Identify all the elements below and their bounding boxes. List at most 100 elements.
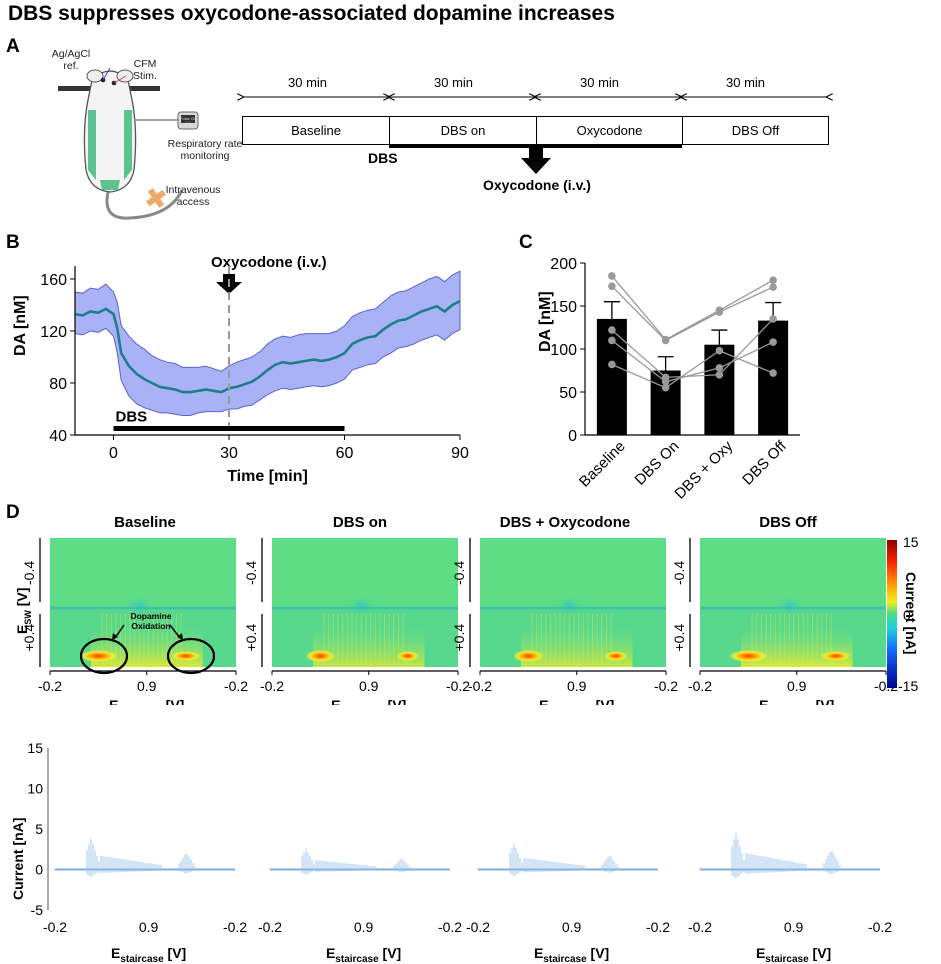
y-tick-label: 160 [40, 272, 67, 289]
y-tick-label: 40 [49, 428, 67, 445]
heatmap-upper [480, 538, 666, 608]
x-tick-label: 90 [451, 445, 469, 462]
phase-dbs-off: DBS Off [731, 123, 780, 138]
mouse-illustration [58, 67, 199, 220]
y-tick-label: -5 [31, 902, 44, 918]
duration-label-3: 30 min [580, 75, 620, 90]
x-axis-label: Time [min] [227, 468, 308, 485]
individual-point [715, 371, 724, 379]
dopamine-oxidation-annotation: Dopamine Oxidation [130, 611, 172, 631]
intravenous-access-label: Intravenous access [165, 184, 221, 208]
x-tick-label: -0.2 [43, 919, 67, 935]
individual-point [661, 377, 670, 386]
y-tick-label: +0.4 [671, 624, 687, 652]
bar-0 [596, 318, 627, 435]
x-tick-label: DBS + Oxy [671, 437, 736, 502]
individual-line [611, 318, 774, 379]
oxycodone-label-b: Oxycodone (i.v.) [211, 254, 327, 271]
mean-line [74, 299, 461, 394]
x-axis-label: Estaircase [V] [331, 697, 406, 705]
y-tick-label: 0 [568, 428, 577, 445]
panel-b-chart: 40 80 120 160 0 30 60 90 DBS Time [min] [40, 266, 469, 485]
x-tick-label: DBS Off [739, 437, 790, 488]
duration-label-4: 30 min [726, 75, 766, 90]
individual-line [611, 349, 774, 389]
heatmap-3: -0.4 +0.4 -0.2 0.9 -0.2 Estaircase [V] [451, 538, 678, 705]
oxidation-hotspot-2 [170, 651, 201, 661]
oxidation-hotspot-1 [512, 650, 545, 662]
y-tick-label: 50 [559, 385, 577, 402]
figure-title: DBS suppresses oxycodone-associated dopa… [8, 2, 615, 25]
individual-point [661, 383, 670, 392]
panel-letter-a: A [6, 36, 20, 57]
individual-point [608, 326, 616, 334]
x-tick-label: -0.2 [646, 919, 670, 935]
heatmap-row: -0.4 +0.4 -0.2 0.9 -0.2 Estaircase [V] -0.4 +0.… [21, 534, 919, 705]
heatmap-yellow-wash [312, 628, 425, 667]
x-tick-label: -0.2 [446, 678, 470, 694]
dbs-bar-label: DBS [116, 409, 148, 426]
individual-line [611, 339, 774, 383]
oxidation-hotspot-1 [728, 650, 769, 662]
x-tick-label: -0.2 [466, 919, 490, 935]
heatmap-upper [272, 538, 458, 608]
pulse-ox-device-label: Pulse Ox 110 [179, 116, 197, 126]
x-tick-label: 0.9 [784, 919, 804, 935]
oxidation-hotspot-2 [820, 651, 851, 661]
individual-point [715, 364, 724, 372]
individual-line [611, 285, 774, 342]
dbs-period-bar [389, 144, 682, 148]
annotation-arrowhead-2 [177, 633, 183, 640]
ref-electrode-label: Ag/AgCl ref. [51, 48, 91, 72]
y-tick-label: 100 [550, 342, 577, 359]
y-tick-label: 0 [35, 862, 43, 878]
timeline-duration-arrows [236, 86, 836, 110]
x-tick-label: -0.2 [224, 678, 248, 694]
x-axis-label: Estaircase [V] [756, 945, 831, 964]
oxidation-hotspot-2 [604, 651, 628, 661]
x-tick-label: DBS On [632, 438, 683, 489]
colorbar-label: Current [nA] [903, 572, 919, 655]
panel-letter-d: D [6, 502, 20, 523]
cfm-stim-label: CFM Stim. [133, 58, 157, 82]
y-tick-label: -0.4 [243, 561, 259, 585]
individual-point [715, 308, 724, 316]
x-tick-label: -0.2 [688, 919, 712, 935]
trace-1: -0.2 0.9 -0.2 Estaircase [V] [43, 838, 247, 964]
individual-point [661, 336, 670, 345]
x-tick-label: 0.9 [359, 678, 379, 694]
phase-baseline: Baseline [243, 117, 390, 144]
x-tick-label: 0 [109, 445, 118, 462]
x-tick-label: -0.2 [654, 678, 678, 694]
panel-b-ylabel: DA [nM] [12, 295, 29, 356]
x-axis-label: Estaircase [V] [539, 697, 614, 705]
colorbar-tick: 0 [903, 607, 911, 623]
y-tick-label: 80 [49, 376, 67, 393]
colorbar [887, 540, 897, 688]
x-axis-label: Estaircase [V] [326, 945, 401, 964]
heatmap-yellow-wash [520, 628, 633, 667]
trace-3: -0.2 0.9 -0.2 Estaircase [V] [466, 843, 670, 964]
x-tick-label: -0.2 [438, 919, 462, 935]
heatmap-title-4: DBS Off [759, 514, 817, 531]
heatmap-2: -0.4 +0.4 -0.2 0.9 -0.2 Estaircase [V] [243, 538, 470, 705]
y-tick-label: +0.4 [451, 624, 467, 652]
phase-oxycodone: Oxycodone [537, 117, 683, 144]
y-tick-label: 10 [27, 781, 43, 797]
individual-point [608, 336, 616, 345]
y-tick-label: 200 [550, 256, 577, 273]
x-tick-label: -0.2 [868, 919, 892, 935]
individual-point [608, 282, 616, 291]
colorbar-tick: -15 [898, 678, 918, 694]
x-axis-label: Estaircase [V] [111, 945, 186, 964]
individual-point [715, 346, 724, 355]
duration-label-2: 30 min [434, 75, 474, 90]
heatmap-cyan-spot [347, 596, 376, 616]
respiratory-rate-label: Respiratory rate monitoring [167, 138, 243, 162]
oxycodone-label-a: Oxycodone (i.v.) [483, 177, 591, 193]
heatmap-cyan-spot [555, 596, 584, 616]
colorbar-tick: 15 [903, 534, 919, 550]
oxidation-hotspot-2 [396, 651, 419, 661]
heatmap-upper [50, 538, 236, 608]
